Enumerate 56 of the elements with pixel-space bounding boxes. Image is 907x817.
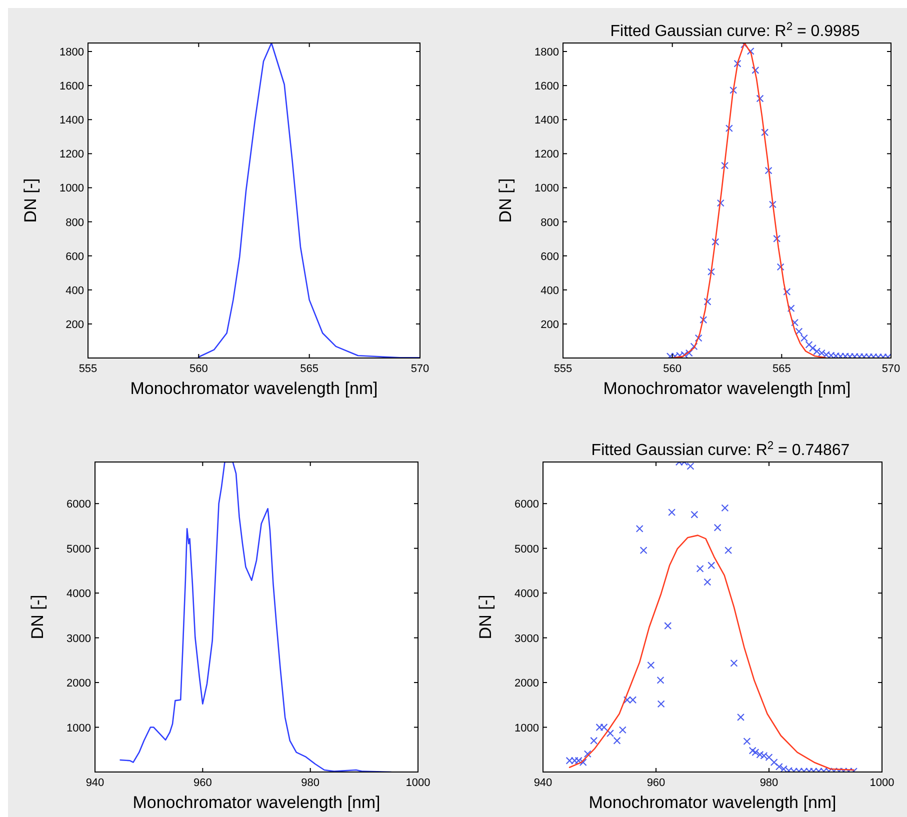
y-tick-label: 800 bbox=[540, 216, 559, 229]
x-tick-label: 1000 bbox=[406, 777, 430, 789]
x-tick-label: 960 bbox=[646, 777, 666, 789]
y-tick-label: 1200 bbox=[534, 148, 559, 161]
y-axis-title: DN [-] bbox=[28, 594, 47, 640]
x-tick-label: 940 bbox=[534, 777, 552, 789]
y-tick-label: 5000 bbox=[514, 543, 539, 556]
y-tick-label: 1000 bbox=[66, 722, 91, 734]
y-tick-label: 400 bbox=[66, 284, 84, 297]
y-tick-label: 1800 bbox=[534, 46, 559, 59]
y-tick-label: 1600 bbox=[534, 80, 559, 93]
x-axis-title: Monochromator wavelength [nm] bbox=[588, 793, 836, 812]
x-tick-label: 560 bbox=[189, 363, 208, 375]
y-tick-label: 5000 bbox=[66, 543, 91, 556]
chart-title: Fitted Gaussian curve: R$^{2}$ = 0.74867 bbox=[591, 440, 850, 459]
x-tick-label: 565 bbox=[772, 363, 791, 375]
y-tick-label: 1000 bbox=[534, 182, 559, 195]
y-tick-label: 400 bbox=[540, 284, 559, 297]
y-tick-label: 1600 bbox=[60, 80, 84, 93]
chart-title: Fitted Gaussian curve: R$^{2}$ = 0.9985 bbox=[610, 21, 860, 40]
x-tick-label: 1000 bbox=[870, 777, 894, 789]
y-tick-label: 200 bbox=[66, 318, 84, 331]
x-tick-label: 980 bbox=[301, 777, 320, 789]
y-tick-label: 1400 bbox=[534, 114, 559, 127]
y-axis-title: DN [-] bbox=[496, 178, 515, 223]
y-tick-label: 1800 bbox=[60, 46, 84, 59]
y-axis-title: DN [-] bbox=[21, 178, 40, 223]
y-tick-label: 2000 bbox=[66, 678, 91, 690]
x-tick-label: 570 bbox=[410, 363, 430, 375]
y-tick-label: 2000 bbox=[514, 678, 539, 690]
y-tick-label: 1000 bbox=[60, 182, 84, 195]
y-tick-label: 200 bbox=[540, 318, 559, 331]
y-tick-label: 4000 bbox=[66, 588, 91, 600]
y-axis-title: DN [-] bbox=[476, 594, 495, 640]
y-tick-label: 1000 bbox=[514, 722, 539, 734]
y-tick-label: 4000 bbox=[514, 588, 539, 600]
y-tick-label: 1200 bbox=[60, 148, 84, 161]
y-tick-label: 1400 bbox=[60, 114, 84, 127]
x-tick-label: 940 bbox=[86, 777, 104, 789]
x-tick-label: 565 bbox=[300, 363, 319, 375]
x-axis-title: Monochromator wavelength [nm] bbox=[130, 379, 378, 398]
x-axis-title: Monochromator wavelength [nm] bbox=[603, 379, 851, 398]
y-tick-label: 600 bbox=[540, 250, 559, 263]
y-tick-label: 3000 bbox=[66, 632, 91, 645]
y-tick-label: 600 bbox=[66, 250, 84, 263]
x-tick-label: 555 bbox=[554, 363, 572, 375]
x-axis-title: Monochromator wavelength [nm] bbox=[132, 793, 380, 812]
x-tick-label: 570 bbox=[882, 363, 900, 375]
x-tick-label: 555 bbox=[78, 363, 98, 375]
y-tick-label: 3000 bbox=[514, 632, 539, 645]
y-tick-label: 6000 bbox=[514, 498, 539, 511]
y-tick-label: 6000 bbox=[66, 498, 91, 511]
x-tick-label: 960 bbox=[193, 777, 212, 789]
y-tick-label: 800 bbox=[66, 216, 84, 229]
x-tick-label: 560 bbox=[663, 363, 682, 375]
x-tick-label: 980 bbox=[760, 777, 778, 789]
